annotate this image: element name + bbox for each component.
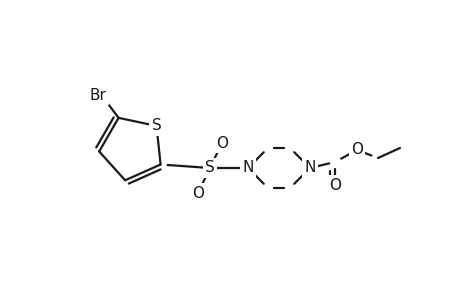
Text: O: O [191, 185, 203, 200]
Text: S: S [205, 160, 214, 175]
Text: N: N [242, 160, 253, 175]
Text: O: O [350, 142, 362, 158]
Text: Br: Br [89, 88, 106, 103]
Text: O: O [216, 136, 228, 151]
Text: O: O [328, 178, 340, 193]
Text: N: N [304, 160, 315, 175]
Text: S: S [151, 118, 161, 134]
